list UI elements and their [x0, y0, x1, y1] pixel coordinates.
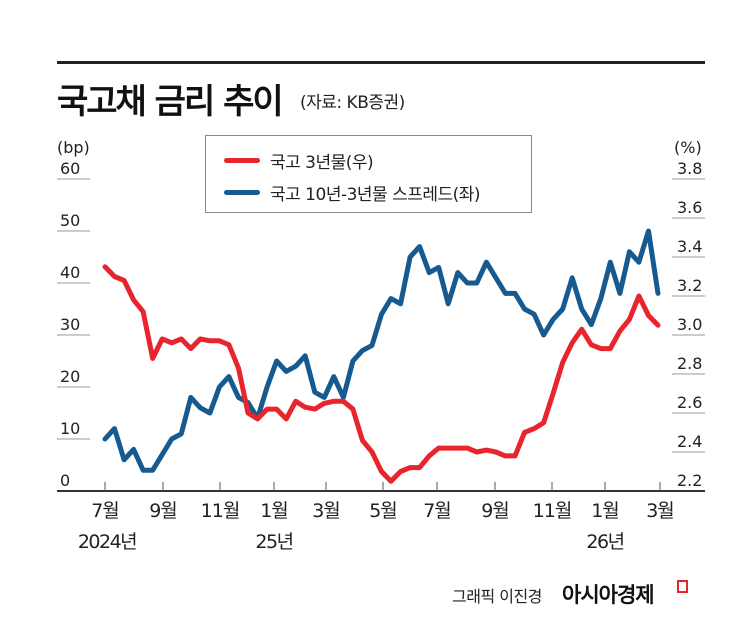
right-axis-unit: (%) [674, 138, 702, 157]
legend: 국고 3년물(우) 국고 10년-3년물 스프레드(좌) [205, 135, 532, 213]
spread-line [102, 228, 661, 473]
x-month-label: 5월 [369, 500, 398, 522]
right-tick-label: 2.4 [677, 432, 703, 451]
brand-logo: 아시아경제 [562, 583, 655, 607]
right-tick-label: 3.2 [677, 276, 703, 295]
left-tick-label: 30 [60, 315, 81, 334]
left-axis-unit: (bp) [57, 138, 90, 157]
left-tick-label: 60 [60, 159, 81, 178]
legend-swatch-red [224, 158, 260, 163]
right-tick-label: 2.2 [677, 471, 703, 490]
right-tick-label: 3.0 [677, 315, 703, 334]
graphic-credit: 그래픽 이진경 [452, 587, 542, 606]
left-tick-label: 0 [60, 471, 71, 490]
treasury-3y-line [102, 264, 661, 484]
x-year-label: 25년 [255, 531, 294, 553]
x-month-label: 3월 [312, 500, 341, 522]
x-month-label: 9월 [481, 500, 510, 522]
legend-label: 국고 10년-3년물 스프레드(좌) [270, 185, 481, 205]
left-tick-label: 10 [60, 419, 81, 438]
x-month-label: 11월 [200, 500, 241, 522]
right-tick-label: 3.4 [677, 237, 703, 256]
right-tick-label: 2.6 [677, 393, 703, 412]
top-rule [57, 61, 705, 64]
right-tick-label: 3.6 [677, 198, 703, 217]
x-year-label: 2024년 [77, 531, 138, 553]
x-month-label: 11월 [532, 500, 573, 522]
x-month-label: 3월 [646, 500, 675, 522]
legend-item-spread: 국고 10년-3년물 스프레드(좌) [224, 180, 481, 205]
legend-item-3y: 국고 3년물(우) [224, 148, 374, 173]
brand-mark-icon [677, 580, 688, 593]
chart-source: (자료: KB증권) [300, 93, 405, 113]
x-month-label: 9월 [149, 500, 178, 522]
chart-title: 국고채 금리 추이 [57, 82, 284, 122]
x-month-label: 1월 [260, 500, 289, 522]
legend-swatch-blue [224, 190, 260, 195]
x-month-label: 7월 [91, 500, 120, 522]
left-tick-label: 50 [60, 211, 81, 230]
axis-tick-marks [57, 178, 705, 453]
x-year-label: 26년 [586, 531, 625, 553]
left-tick-label: 20 [60, 367, 81, 386]
x-month-label: 7월 [423, 500, 452, 522]
right-tick-label: 2.8 [677, 354, 703, 373]
right-tick-label: 3.8 [677, 159, 703, 178]
x-month-label: 1월 [591, 500, 620, 522]
left-tick-label: 40 [60, 263, 81, 282]
x-axis-ticks [104, 482, 661, 491]
legend-label: 국고 3년물(우) [270, 153, 374, 173]
